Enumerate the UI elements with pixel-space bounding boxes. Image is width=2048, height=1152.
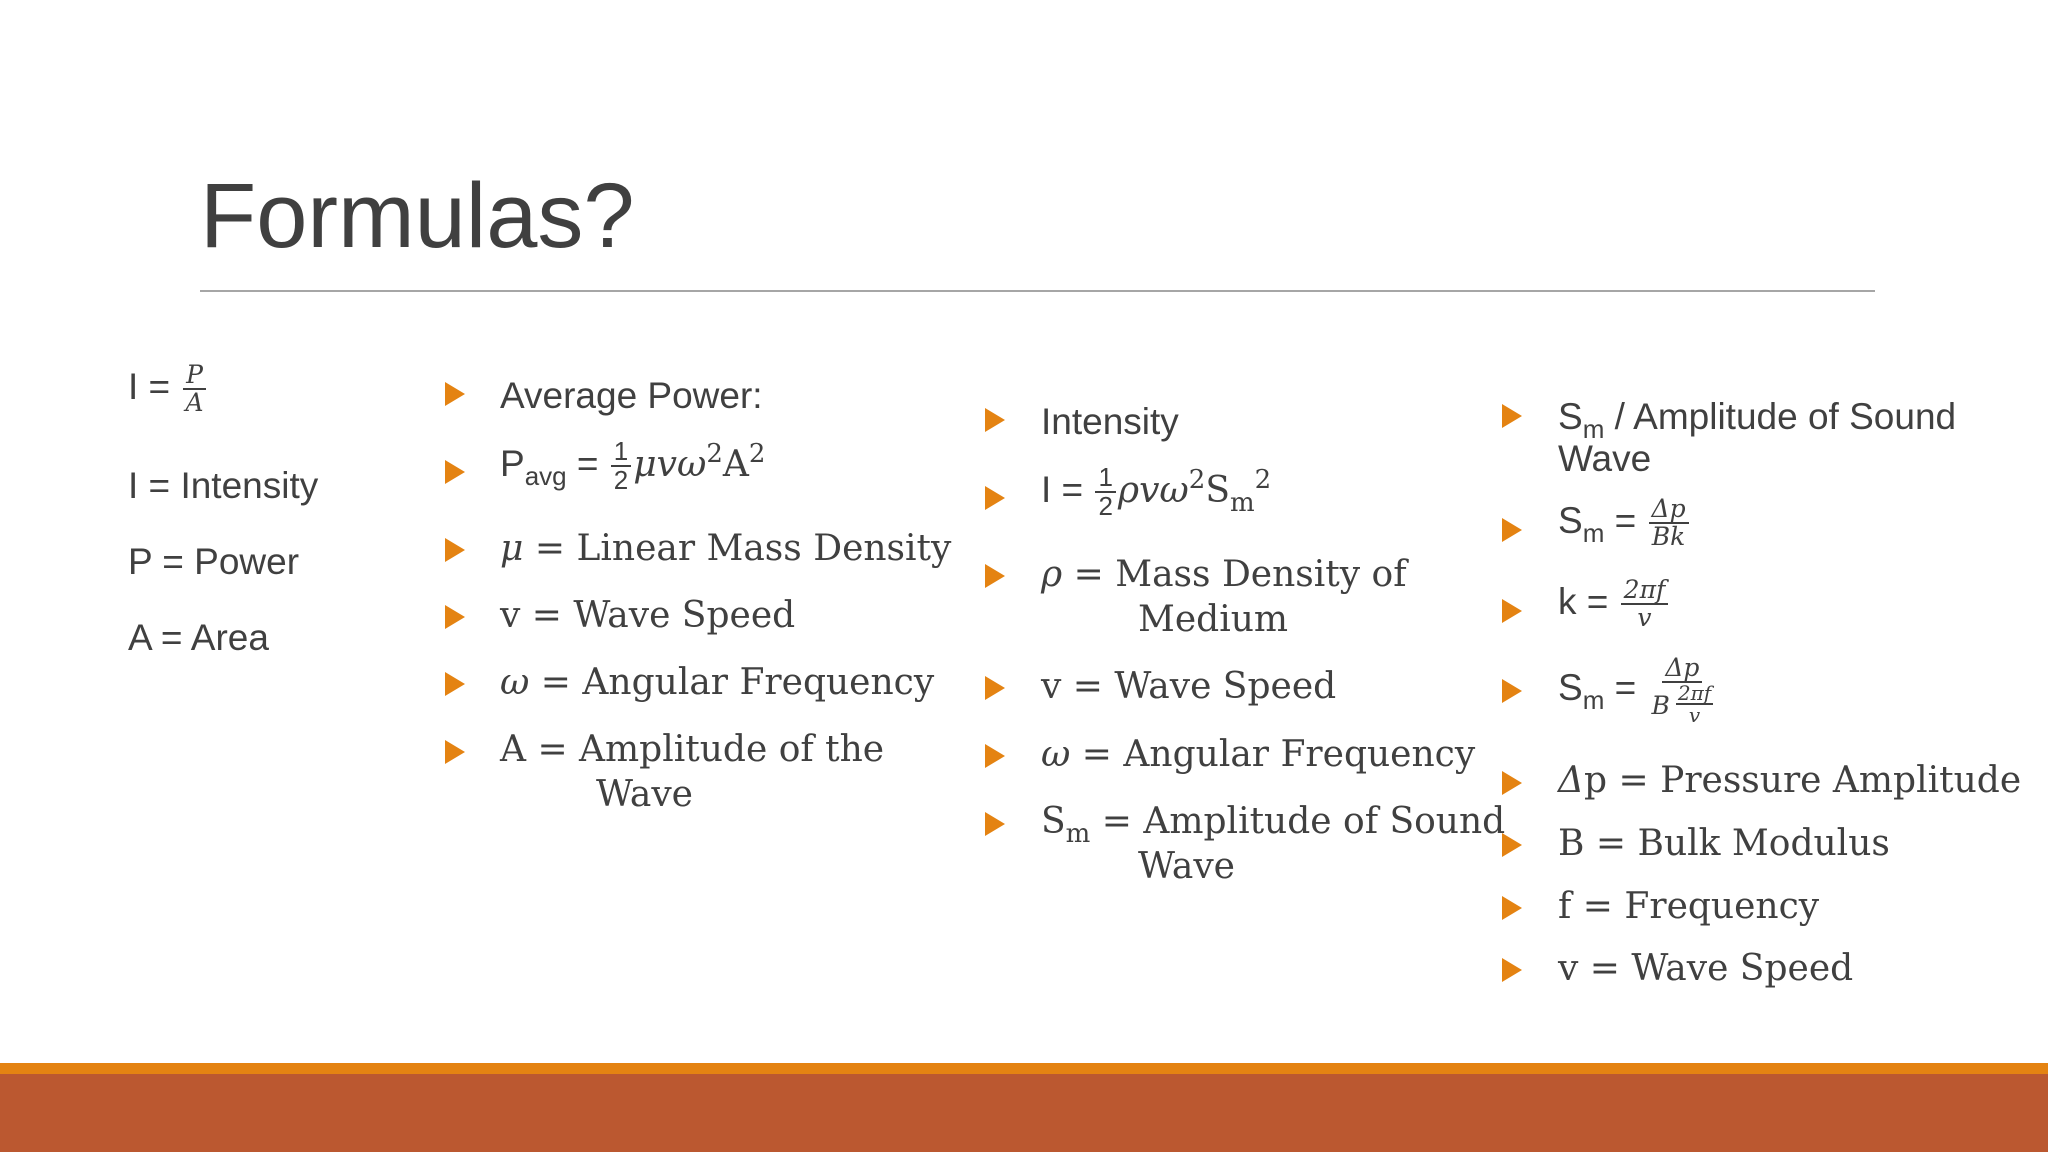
amplitude-definition-cont: Wave: [596, 774, 693, 815]
sm-heading-cont: Wave: [1558, 438, 1652, 479]
bullet-icon: [1502, 599, 1522, 623]
bullet-icon: [985, 676, 1005, 700]
bullet-icon: [985, 486, 1005, 510]
b-definition: B = Bulk Modulus: [1558, 823, 1890, 864]
rho-definition-cont: Medium: [1138, 599, 1289, 640]
bullet-icon: [985, 408, 1005, 432]
bullet-icon: [1502, 518, 1522, 542]
f-definition: f = Frequency: [1558, 886, 1820, 927]
slide-title: Formulas?: [200, 165, 635, 267]
omega-definition: ω = Angular Frequency: [500, 662, 935, 703]
intensity-formula: I = P A: [128, 361, 209, 417]
intensity-wave-formula: I = 1 2 ρvω2Sm2: [1041, 462, 1272, 522]
v-definition-col4: v = Wave Speed: [1558, 948, 1854, 989]
v-definition: v = Wave Speed: [1041, 666, 1337, 707]
bullet-icon: [1502, 771, 1522, 795]
bullet-icon: [445, 382, 465, 406]
rho-definition: ρ = Mass Density of: [1041, 554, 1407, 595]
sm-formula-1: Sm = Δp Bk: [1558, 495, 1691, 551]
amplitude-definition: A = Amplitude of the: [500, 729, 885, 770]
avg-power-formula: Pavg = 1 2 μvω2A2: [500, 436, 766, 496]
bullet-icon: [445, 538, 465, 562]
avg-power-heading: Average Power:: [500, 375, 763, 416]
bullet-icon: [985, 564, 1005, 588]
sm-definition: Sm = Amplitude of Sound: [1041, 801, 1506, 849]
dp-definition: Δp = Pressure Amplitude: [1558, 760, 2022, 801]
bullet-icon: [1502, 833, 1522, 857]
k-formula: k = 2πf v: [1558, 576, 1670, 632]
bullet-icon: [445, 460, 465, 484]
mu-definition: μ = Linear Mass Density: [500, 528, 952, 569]
bullet-icon: [985, 812, 1005, 836]
def-intensity: I = Intensity: [128, 465, 319, 506]
footer-band: [0, 1074, 2048, 1152]
bullet-icon: [445, 672, 465, 696]
title-divider: [200, 290, 1875, 292]
bullet-icon: [445, 740, 465, 764]
bullet-icon: [985, 744, 1005, 768]
bullet-icon: [1502, 404, 1522, 428]
bullet-icon: [1502, 958, 1522, 982]
sm-heading: Sm / Amplitude of Sound: [1558, 396, 1957, 444]
def-power: P = Power: [128, 541, 300, 582]
bullet-icon: [445, 605, 465, 629]
footer-accent-stripe: [0, 1063, 2048, 1074]
v-definition: v = Wave Speed: [500, 595, 796, 636]
omega-definition: ω = Angular Frequency: [1041, 734, 1476, 775]
def-area: A = Area: [128, 617, 269, 658]
bullet-icon: [1502, 896, 1522, 920]
bullet-icon: [1502, 679, 1522, 703]
intensity-heading: Intensity: [1041, 401, 1179, 442]
sm-definition-cont: Wave: [1138, 846, 1235, 887]
sm-formula-2: Sm = Δp B 2πf v: [1558, 653, 1714, 728]
